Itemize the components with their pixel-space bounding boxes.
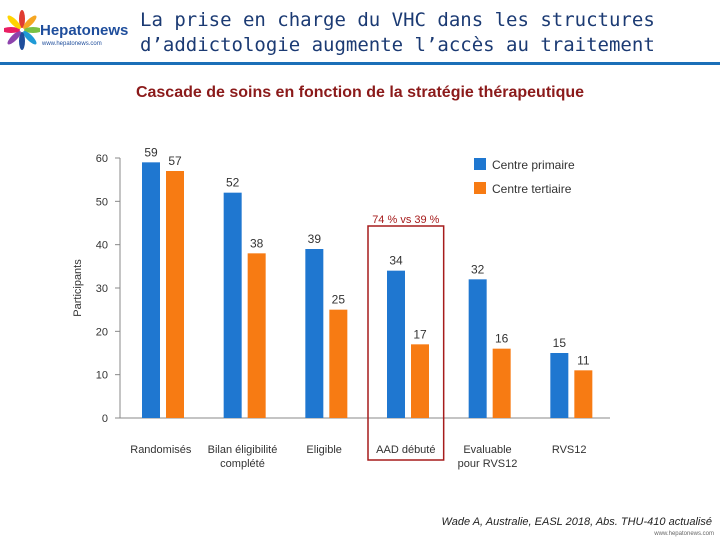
header: Hepatonews www.hepatonews.com La prise e…	[0, 0, 720, 66]
y-axis-label: Participants	[72, 259, 84, 317]
bar-primaire	[223, 192, 242, 418]
y-tick-label: 0	[102, 413, 108, 425]
header-divider	[0, 62, 720, 65]
legend-label: Centre tertiaire	[492, 182, 572, 196]
bar-tertiaire	[492, 348, 511, 418]
logo-name: Hepatonews	[40, 22, 129, 39]
hepatonews-logo[interactable]: Hepatonews www.hepatonews.com	[2, 8, 130, 52]
x-tick-label: RVS12	[552, 444, 587, 456]
bar-primaire	[387, 270, 405, 418]
bar-tertiaire	[329, 309, 348, 418]
footer-url: www.hepatonews.com	[654, 531, 714, 537]
data-label: 16	[495, 332, 509, 346]
x-tick-label: pour RVS12	[458, 458, 518, 470]
data-label: 17	[413, 327, 427, 341]
title-line-1: La prise en charge du VHC dans les struc…	[140, 9, 655, 31]
bar-primaire	[142, 162, 160, 418]
page-title: La prise en charge du VHC dans les struc…	[140, 8, 700, 58]
legend-swatch-tertiaire	[474, 182, 486, 194]
legend-label: Centre primaire	[492, 158, 575, 172]
y-tick-label: 40	[96, 240, 108, 252]
data-label: 39	[308, 232, 322, 246]
y-tick-label: 20	[96, 326, 108, 338]
bar-primaire	[468, 279, 487, 418]
data-label: 15	[553, 336, 567, 350]
bar-tertiaire	[247, 253, 266, 418]
x-tick-label: Evaluable	[463, 444, 511, 456]
data-label: 52	[226, 176, 240, 190]
x-tick-label: Randomisés	[130, 444, 192, 456]
logo-url: www.hepatonews.com	[42, 41, 102, 47]
title-line-2: d’addictologie augmente l’accès au trait…	[140, 34, 655, 56]
legend-swatch-primaire	[474, 158, 486, 170]
chart-title: Cascade de soins en fonction de la strat…	[135, 84, 585, 101]
data-label: 38	[250, 236, 264, 250]
data-label: 11	[577, 353, 590, 367]
y-tick-label: 10	[96, 370, 108, 382]
data-label: 25	[332, 293, 346, 307]
bar-primaire	[305, 249, 324, 418]
data-label: 57	[168, 154, 182, 168]
data-label: 32	[471, 262, 485, 276]
y-tick-label: 60	[96, 153, 108, 165]
bar-tertiaire	[166, 171, 184, 418]
annotation-comparison: 74 % vs 39 %	[372, 214, 439, 226]
x-tick-label: Eligible	[306, 444, 341, 456]
x-tick-label: complété	[220, 458, 265, 470]
x-tick-label: Bilan éligibilité	[208, 444, 278, 456]
y-tick-label: 30	[96, 283, 108, 295]
y-tick-label: 50	[96, 196, 108, 208]
data-label: 34	[389, 254, 403, 268]
reference-citation: Wade A, Australie, EASL 2018, Abs. THU-4…	[441, 516, 712, 528]
highlight-box-aad	[367, 225, 445, 461]
x-tick-label: AAD débuté	[376, 444, 435, 456]
bar-tertiaire	[411, 344, 429, 418]
logo-star-icon	[2, 10, 42, 50]
bar-primaire	[550, 353, 569, 418]
data-label: 59	[144, 145, 158, 159]
bar-tertiaire	[574, 370, 593, 418]
